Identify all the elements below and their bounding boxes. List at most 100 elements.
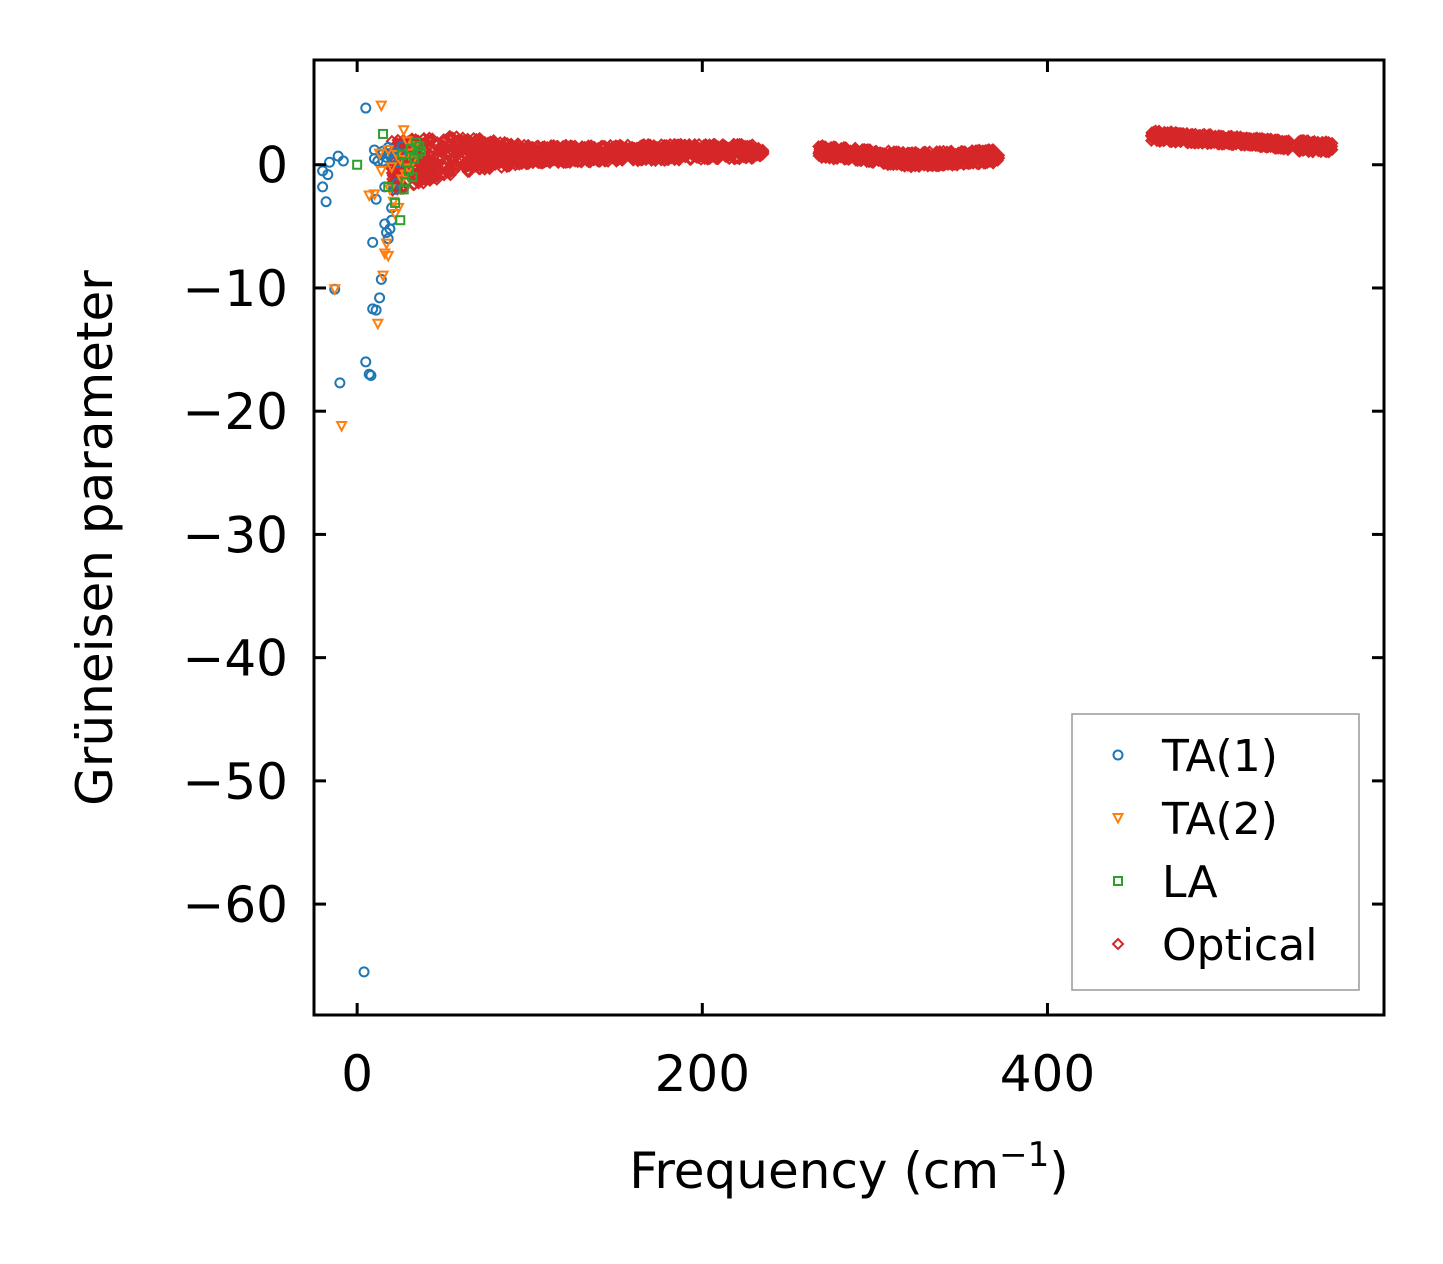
optical-point [607, 140, 621, 154]
data-point [363, 190, 376, 203]
optical-point [1252, 133, 1266, 147]
data-point [407, 172, 418, 183]
optical-point [661, 148, 675, 161]
optical-point [1201, 137, 1214, 151]
data-point [397, 125, 410, 137]
optical-point [752, 146, 766, 160]
optical-point [553, 153, 567, 167]
optical-point [491, 138, 505, 152]
data-point [383, 181, 394, 192]
optical-point [1262, 138, 1276, 152]
data-point [416, 146, 426, 157]
optical-point [587, 142, 601, 156]
optical-point [626, 153, 640, 167]
optical-point [920, 146, 934, 160]
optical-point [715, 139, 729, 152]
optical-point [430, 173, 444, 186]
optical-point [706, 141, 720, 155]
optical-point [411, 174, 425, 188]
data-point [358, 966, 370, 978]
optical-point [647, 152, 661, 166]
legend: TA(1) TA(2) LA Optical [1071, 713, 1360, 991]
data-point [388, 209, 402, 221]
optical-point [905, 146, 919, 159]
x-axis-label-text: Frequency (cm [629, 1142, 999, 1200]
optical-point [848, 142, 862, 156]
optical-point [428, 156, 442, 170]
data-point [402, 163, 416, 176]
optical-point [542, 154, 556, 168]
data-point [397, 149, 408, 160]
y-tick-label: −30 [182, 506, 288, 564]
optical-point [931, 148, 945, 162]
x-axis-label-close: ) [1049, 1142, 1069, 1200]
x-tick-label: 200 [655, 1045, 750, 1103]
data-point [352, 159, 363, 170]
legend-marker [1111, 937, 1125, 951]
optical-point [750, 143, 763, 157]
optical-point [665, 148, 679, 162]
plot-frame [312, 58, 1386, 1017]
optical-point [861, 143, 875, 157]
optical-point [517, 138, 531, 152]
optical-point [504, 157, 518, 170]
optical-point [1292, 144, 1306, 158]
optical-point [569, 143, 583, 157]
data-point [382, 144, 395, 157]
optical-point [1320, 143, 1333, 157]
data-point [382, 250, 395, 263]
y-tick-label: −50 [182, 753, 288, 811]
optical-point [656, 140, 670, 154]
x-axis-label-superscript: −1 [999, 1135, 1049, 1175]
optical-point [1250, 138, 1264, 152]
data-point [395, 215, 406, 226]
data-point [385, 162, 398, 174]
series-ta-2- [328, 100, 421, 433]
optical-point [1171, 131, 1185, 145]
legend-label: LA [1162, 857, 1218, 908]
optical-point [438, 167, 451, 181]
data-point [328, 284, 341, 296]
optical-point [463, 151, 477, 165]
y-tick-label: −20 [182, 383, 288, 441]
x-axis-label: Frequency (cm−1) [629, 1135, 1069, 1200]
optical-point [1261, 132, 1275, 146]
optical-point [482, 146, 495, 160]
optical-point [842, 153, 856, 167]
x-tick-label: 0 [341, 1045, 373, 1103]
optical-point [829, 143, 843, 157]
optical-point [433, 143, 447, 156]
optical-point [489, 154, 503, 168]
optical-point [497, 154, 511, 168]
data-point [378, 248, 391, 261]
optical-point [435, 158, 449, 172]
optical-point [1280, 136, 1293, 150]
data-point [390, 197, 401, 208]
data-point [380, 238, 393, 251]
optical-point [947, 157, 961, 171]
data-point [395, 174, 409, 187]
y-tick-label: 0 [256, 137, 288, 195]
optical-point [445, 152, 458, 166]
optical-point [911, 151, 925, 165]
optical-point [537, 146, 551, 160]
optical-point [1248, 131, 1262, 145]
optical-point [488, 158, 502, 172]
y-tick-label: −60 [182, 876, 288, 934]
optical-point [455, 134, 469, 148]
y-axis-label: Grüneisen parameter [66, 270, 124, 806]
optical-point [877, 157, 891, 171]
optical-point [1272, 133, 1286, 147]
data-point [371, 318, 385, 331]
optical-point [1193, 132, 1207, 145]
data-point [322, 169, 334, 181]
data-point [378, 128, 389, 139]
optical-point [1209, 132, 1223, 146]
series-optical [385, 124, 1339, 197]
optical-point [1153, 133, 1167, 147]
data-point [368, 189, 381, 201]
optical-point [479, 137, 493, 151]
optical-point [461, 165, 475, 179]
data-point [376, 270, 390, 283]
optical-point [1301, 142, 1315, 156]
